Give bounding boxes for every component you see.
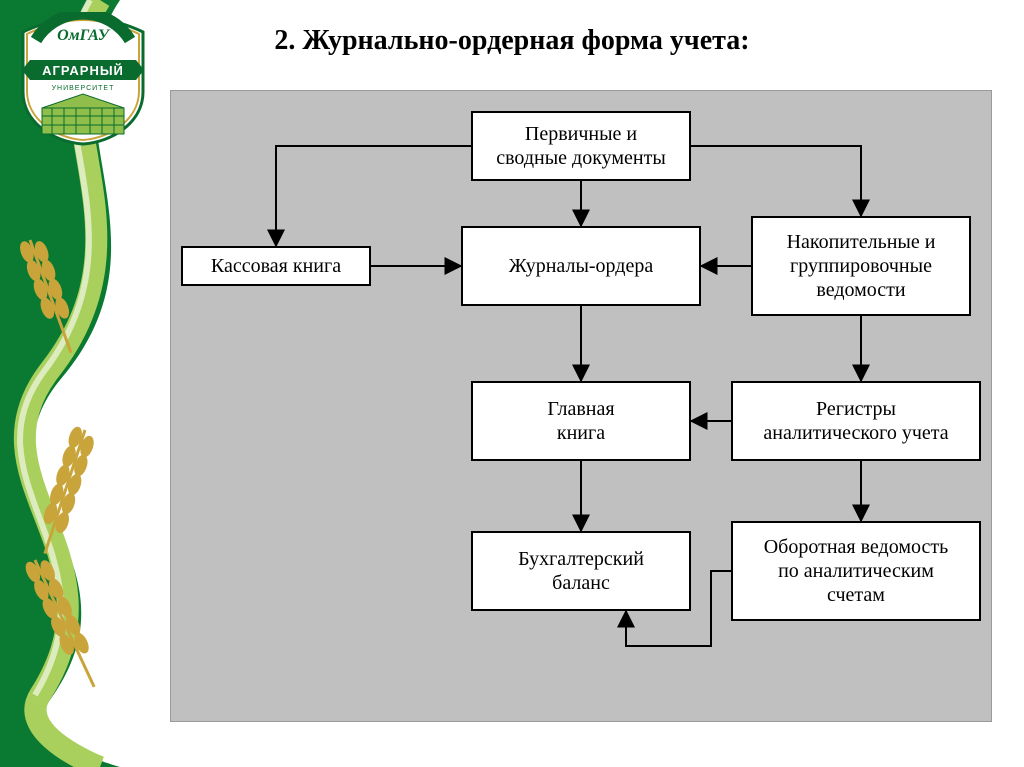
page: ОмГАУ АГРАРНЫЙ УНИВЕРСИТЕТ 2. Журна <box>0 0 1024 767</box>
node-primary: Первичные исводные документы <box>471 111 691 181</box>
node-ledger: Главнаякнига <box>471 381 691 461</box>
node-cashbook: Кассовая книга <box>181 246 371 286</box>
node-journals: Журналы-ордера <box>461 226 701 306</box>
flowchart-nodes: Первичные исводные документы Кассовая кни… <box>171 91 991 721</box>
logo-subtext: УНИВЕРСИТЕТ <box>52 85 115 92</box>
node-registers: Регистрыаналитического учета <box>731 381 981 461</box>
logo-banner: АГРАРНЫЙ <box>42 63 124 78</box>
node-accum: Накопительные игруппировочныеведомости <box>751 216 971 316</box>
slide-title: 2. Журнально-ордерная форма учета: <box>0 25 1024 57</box>
node-turnover: Оборотная ведомостьпо аналитическимсчета… <box>731 521 981 621</box>
flowchart-panel: Первичные исводные документы Кассовая кни… <box>170 90 992 722</box>
node-balance: Бухгалтерскийбаланс <box>471 531 691 611</box>
